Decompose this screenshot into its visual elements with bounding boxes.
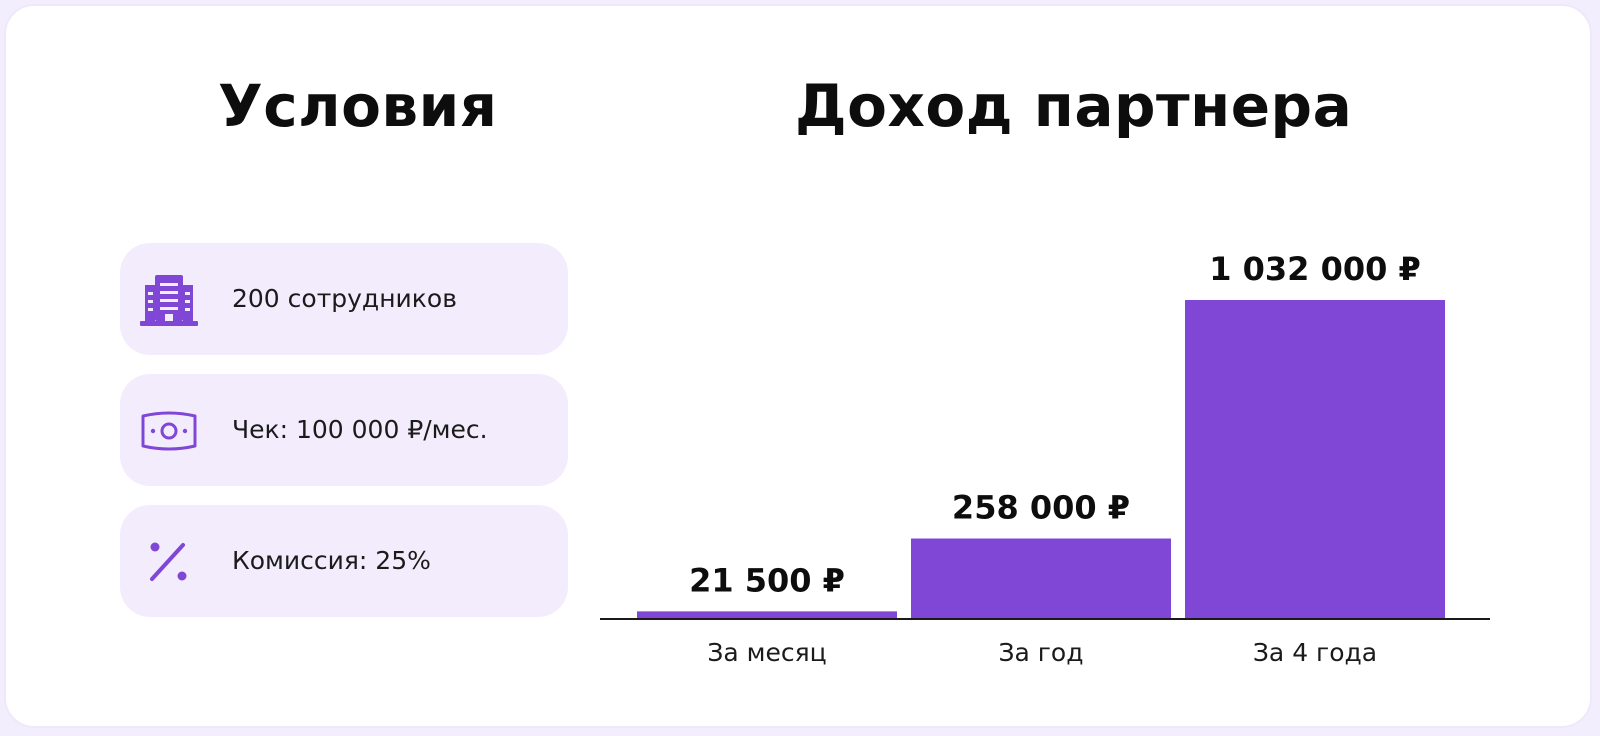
bar (911, 538, 1171, 618)
category-label: За 4 года (1253, 638, 1377, 667)
condition-check: Чек: 100 000 ₽/мес. (120, 374, 568, 486)
bar-value-label: 1 032 000 ₽ (1209, 250, 1421, 288)
conditions-title: Условия (218, 72, 498, 140)
banknote-icon (138, 400, 200, 462)
bars-group: 21 500 ₽ За месяц 258 000 ₽ За год 1 032 000… (637, 250, 1445, 667)
bar-value-label: 258 000 ₽ (952, 489, 1130, 527)
building-icon (138, 269, 200, 331)
condition-label: 200 сотрудников (232, 284, 457, 313)
category-label: За месяц (707, 638, 826, 667)
condition-label: Чек: 100 000 ₽/мес. (232, 415, 488, 444)
bar (637, 611, 897, 618)
bar (1185, 300, 1445, 618)
bar-value-label: 21 500 ₽ (689, 561, 845, 599)
percent-icon (138, 531, 200, 593)
condition-commission: Комиссия: 25% (120, 505, 568, 617)
category-label: За год (998, 638, 1083, 667)
condition-label: Комиссия: 25% (232, 546, 431, 575)
condition-employees: 200 сотрудников (120, 243, 568, 355)
chart-title: Доход партнера (795, 72, 1353, 140)
